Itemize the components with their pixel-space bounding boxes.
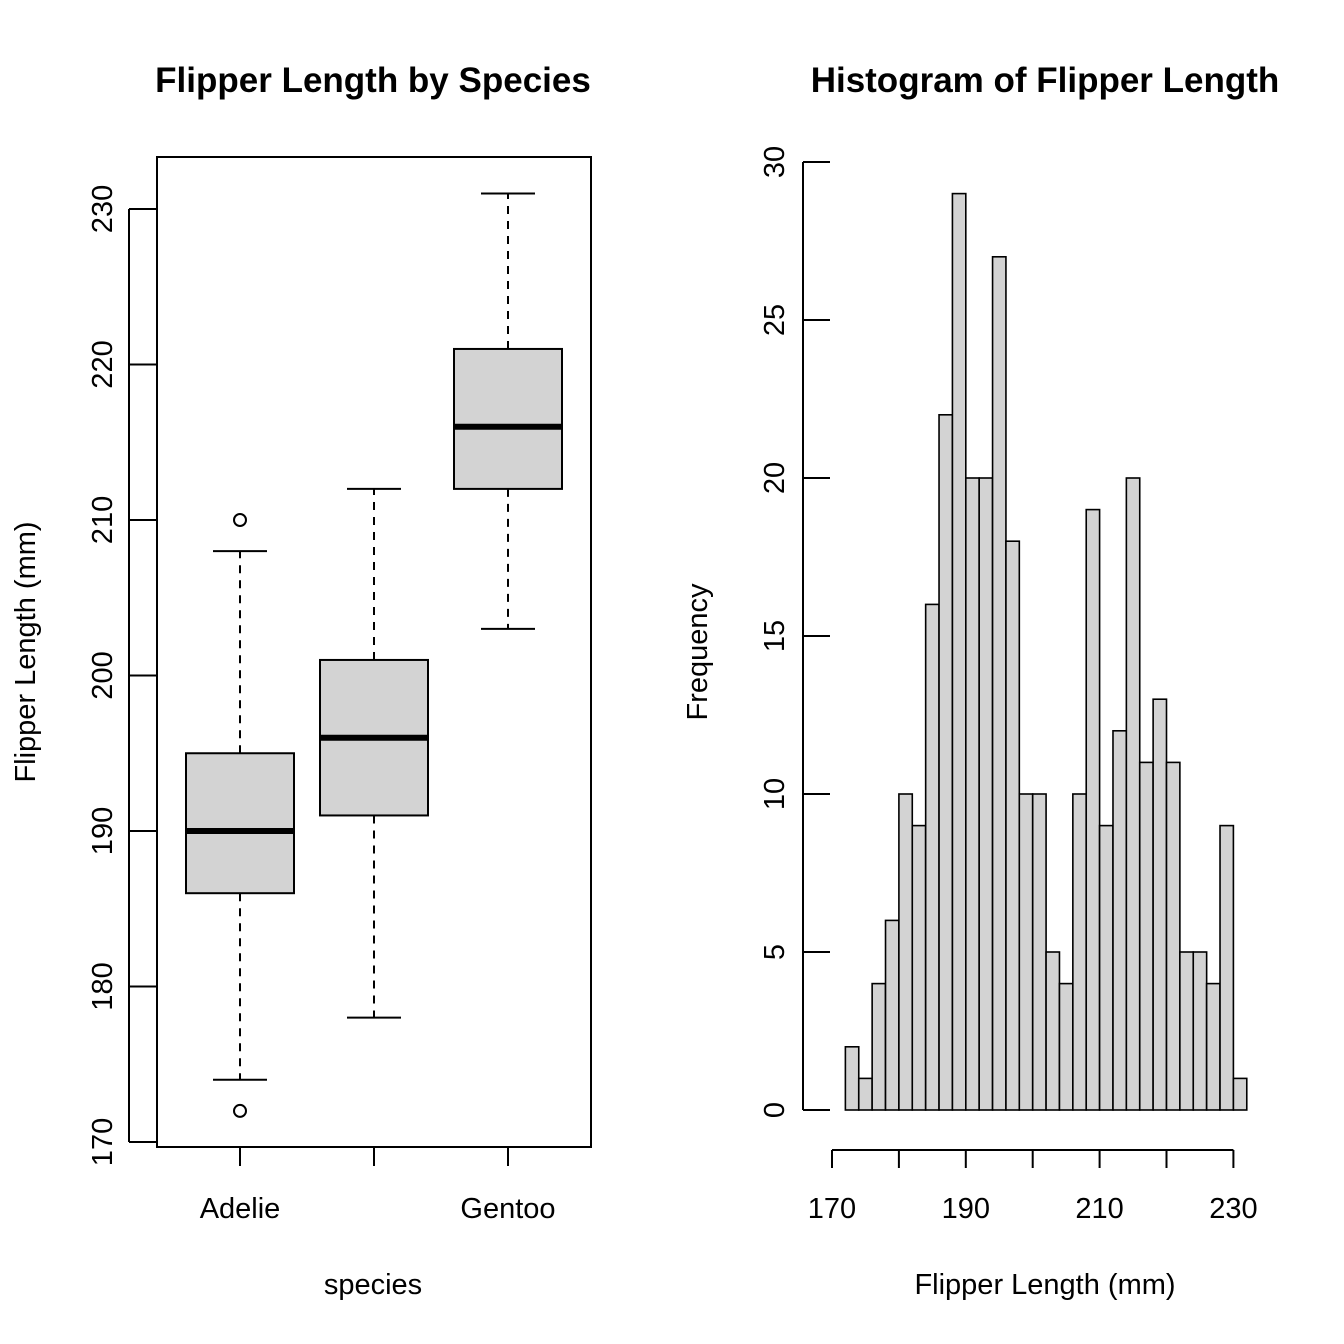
boxplot-y-tick-label: 220 [87, 340, 119, 388]
histogram-bar [857, 1077, 873, 1111]
histogram-bar [1125, 477, 1141, 1111]
histogram-y-tick-label: 15 [759, 620, 791, 652]
histogram-bar [1192, 951, 1208, 1111]
histogram-bar [911, 824, 927, 1111]
boxplot-x-axis: Adelie Gentoo [200, 1147, 556, 1225]
boxplot-boxes [185, 192, 563, 1118]
boxplot-y-axis: 170 180 190 200 210 220 230 [87, 185, 157, 1166]
box-body [185, 752, 295, 895]
boxplot-x-tick-label: Gentoo [460, 1193, 555, 1225]
histogram-y-tick-label: 20 [759, 462, 791, 494]
histogram-bar [871, 982, 887, 1111]
histogram-bar [1179, 951, 1195, 1111]
histogram-bar [1058, 982, 1074, 1111]
histogram-x-tick-label: 210 [1075, 1193, 1123, 1225]
histogram-y-tick-label: 10 [759, 778, 791, 810]
outlier-point [233, 513, 247, 527]
box-adelie [185, 513, 295, 1118]
histogram-bars [844, 192, 1248, 1111]
boxplot-y-tick-label: 200 [87, 651, 119, 699]
histogram-y-tick-label: 30 [759, 146, 791, 178]
histogram-panel: Histogram of Flipper Length 0 5 10 15 20 25 30… [682, 61, 1279, 1301]
histogram-bar [1138, 761, 1154, 1111]
histogram-bar [1085, 508, 1101, 1111]
histogram-y-tick-label: 5 [759, 944, 791, 960]
histogram-bar [1031, 793, 1047, 1111]
histogram-bar [924, 603, 940, 1111]
boxplot-x-tick-label: Adelie [200, 1193, 281, 1225]
histogram-bar [1152, 698, 1168, 1111]
histogram-bar [1219, 824, 1235, 1111]
histogram-y-tick-label: 0 [759, 1102, 791, 1118]
histogram-x-tick-label: 190 [942, 1193, 990, 1225]
histogram-bar [1045, 951, 1061, 1111]
histogram-x-tick-label: 170 [808, 1193, 856, 1225]
boxplot-y-tick-label: 190 [87, 807, 119, 855]
histogram-bar [1232, 1077, 1248, 1111]
histogram-bar [1165, 761, 1181, 1111]
histogram-title: Histogram of Flipper Length [811, 61, 1280, 100]
histogram-y-axis: 0 5 10 15 20 25 30 [759, 146, 830, 1118]
boxplot-title: Flipper Length by Species [155, 61, 591, 100]
box-body [453, 347, 563, 490]
histogram-bar [1098, 824, 1114, 1111]
boxplot-panel: Flipper Length by Species 170 180 190 200 21… [10, 61, 592, 1301]
histogram-bar [884, 919, 900, 1111]
boxplot-y-tick-label: 230 [87, 185, 119, 233]
histogram-bar [964, 477, 980, 1111]
histogram-ylabel: Frequency [682, 583, 714, 721]
histogram-bar [938, 413, 954, 1111]
histogram-bar [1018, 793, 1034, 1111]
histogram-bar [978, 477, 994, 1111]
boxplot-xlabel: species [324, 1269, 422, 1301]
histogram-bar [991, 255, 1007, 1111]
histogram-bar [898, 793, 914, 1111]
boxplot-y-tick-label: 170 [87, 1118, 119, 1166]
histogram-y-tick-label: 25 [759, 304, 791, 336]
boxplot-ylabel: Flipper Length (mm) [10, 521, 42, 782]
histogram-x-tick-label: 230 [1209, 1193, 1257, 1225]
histogram-xlabel: Flipper Length (mm) [914, 1269, 1175, 1301]
boxplot-y-tick-label: 180 [87, 962, 119, 1010]
histogram-bar [1205, 982, 1221, 1111]
histogram-bar [1112, 729, 1128, 1111]
boxplot-y-tick-label: 210 [87, 496, 119, 544]
outlier-point [233, 1103, 247, 1118]
histogram-bar [951, 192, 967, 1111]
box-group-2 [319, 487, 429, 1019]
histogram-bar [844, 1046, 860, 1111]
histogram-bar [1072, 793, 1088, 1111]
histogram-bar [1005, 540, 1021, 1111]
histogram-x-axis: 170 190 210 230 [808, 1149, 1258, 1225]
box-gentoo [453, 192, 563, 630]
